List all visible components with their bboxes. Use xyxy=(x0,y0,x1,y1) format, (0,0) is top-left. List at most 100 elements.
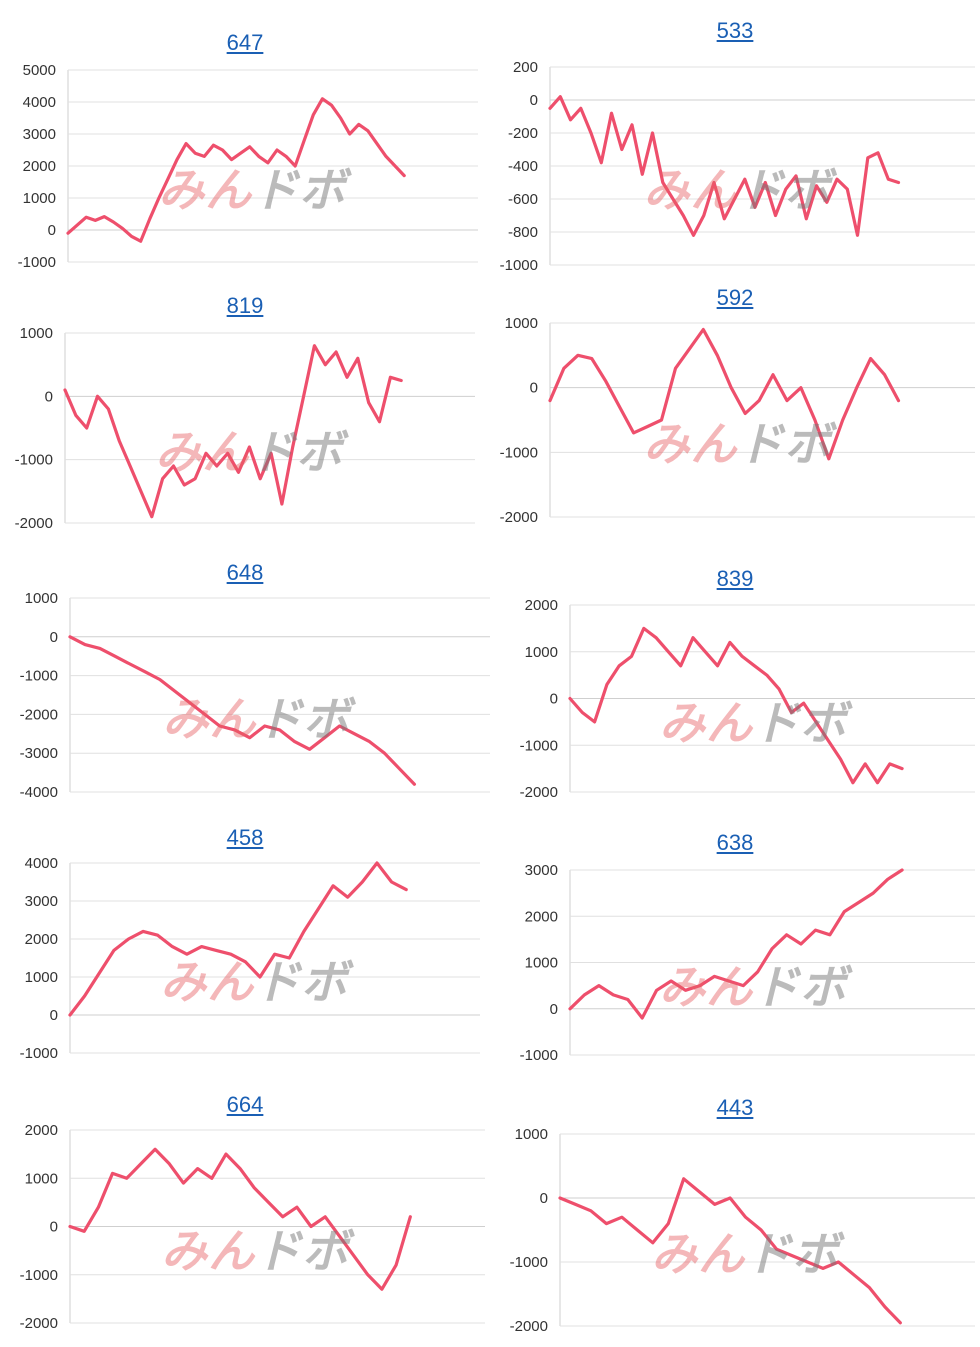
y-tick-label: -800 xyxy=(508,224,538,241)
chart-panel-1: 533 200 0 -200 -400 -600 -800 -1000 みんドボ xyxy=(490,10,980,274)
watermark-part2: ドボ xyxy=(753,696,848,749)
y-tick-label: -2000 xyxy=(520,784,558,801)
y-tick-label: 0 xyxy=(540,1190,548,1207)
watermark-logo: みんドボ xyxy=(659,951,847,1017)
y-tick-label: 0 xyxy=(50,1007,58,1024)
chart-title-link[interactable]: 839 xyxy=(716,566,754,591)
line-chart: 200 0 -200 -400 -600 -800 -1000 xyxy=(500,59,975,274)
watermark-part1: みん xyxy=(160,956,255,1008)
y-tick-label: 3000 xyxy=(23,126,56,143)
watermark-part1: みん xyxy=(155,426,250,478)
y-tick-label: 2000 xyxy=(525,597,558,614)
watermark-logo: みんドボ xyxy=(659,687,847,753)
chart-panel-4: 648 1000 0 -1000 -2000 -3000 -4000 みんドボ xyxy=(0,560,490,810)
chart-panel-5: 839 2000 1000 0 -1000 -2000 みんドボ xyxy=(490,560,980,810)
y-tick-label: -1000 xyxy=(20,1045,58,1062)
watermark-logo: みんドボ xyxy=(644,154,832,220)
y-tick-label: 2000 xyxy=(25,931,58,948)
watermark-part1: みん xyxy=(161,1224,256,1277)
series-line xyxy=(63,344,403,519)
series-line xyxy=(68,635,416,786)
watermark-part1: みん xyxy=(651,1228,746,1280)
y-tick-label: -1000 xyxy=(520,1047,558,1064)
y-tick-label: -4000 xyxy=(20,784,58,801)
y-tick-label: -1000 xyxy=(18,254,56,271)
y-tick-label: -1000 xyxy=(500,257,538,274)
chart-panel-2: 819 1000 0 -1000 -2000 みんドボ xyxy=(0,285,490,535)
y-tick-label: 0 xyxy=(530,92,538,109)
y-tick-label: -200 xyxy=(508,125,538,142)
series-line xyxy=(548,327,901,461)
watermark-part2: ドボ xyxy=(249,426,344,478)
chart-title-link[interactable]: 664 xyxy=(226,1092,264,1117)
y-tick-label: 1000 xyxy=(525,644,558,661)
y-tick-label: 0 xyxy=(48,222,56,239)
y-tick-label: -400 xyxy=(508,158,538,175)
y-tick-label: 0 xyxy=(50,1219,58,1236)
y-tick-label: 1000 xyxy=(23,190,56,207)
line-chart: 1000 0 -1000 -2000 xyxy=(510,1126,975,1335)
watermark-logo: みんドボ xyxy=(644,408,832,474)
watermark-part2: ドボ xyxy=(753,960,848,1013)
watermark-part1: みん xyxy=(162,693,257,745)
y-tick-label: 3000 xyxy=(525,862,558,879)
series-line xyxy=(548,95,901,237)
y-tick-label: 2000 xyxy=(525,908,558,925)
line-chart: 3000 2000 1000 0 -1000 xyxy=(520,862,975,1064)
y-tick-label: -2000 xyxy=(15,515,53,532)
y-tick-label: 2000 xyxy=(25,1122,58,1139)
y-tick-label: -1000 xyxy=(520,737,558,754)
watermark-part1: みん xyxy=(659,696,754,749)
y-tick-label: -3000 xyxy=(20,745,58,762)
series-line xyxy=(558,1177,902,1325)
chart-title-link[interactable]: 647 xyxy=(226,30,264,55)
y-tick-label: 3000 xyxy=(25,893,58,910)
chart-title-link[interactable]: 592 xyxy=(716,285,754,310)
chart-title-link[interactable]: 533 xyxy=(716,18,754,43)
watermark-logo: みんドボ xyxy=(162,683,350,749)
y-tick-label: 0 xyxy=(50,629,58,646)
y-tick-label: 0 xyxy=(550,1001,558,1018)
y-tick-label: 1000 xyxy=(25,969,58,986)
watermark-part2: ドボ xyxy=(737,418,832,470)
chart-panel-8: 664 2000 1000 0 -1000 -2000 みんドボ xyxy=(0,1090,490,1340)
line-chart: 4000 3000 2000 1000 0 -1000 xyxy=(20,855,480,1062)
y-tick-label: -1000 xyxy=(510,1254,548,1271)
chart-title-link[interactable]: 443 xyxy=(716,1095,754,1120)
chart-panel-0: 647 5000 4000 3000 2000 1000 0 -1000 みんドボ xyxy=(0,10,490,271)
y-tick-label: -1000 xyxy=(20,668,58,685)
y-tick-label: -1000 xyxy=(15,452,53,469)
watermark-part2: ドボ xyxy=(737,164,832,216)
y-tick-label: 1000 xyxy=(525,955,558,972)
series-line xyxy=(66,97,406,243)
watermark-logo: みんドボ xyxy=(161,1215,349,1281)
y-tick-label: -2000 xyxy=(510,1318,548,1335)
watermark-part2: ドボ xyxy=(254,956,349,1008)
watermark-logo: みんドボ xyxy=(158,154,346,220)
y-tick-label: -1000 xyxy=(500,444,538,461)
chart-title-link[interactable]: 819 xyxy=(226,293,264,318)
line-chart: 5000 4000 3000 2000 1000 0 -1000 xyxy=(18,62,478,271)
chart-title-link[interactable]: 638 xyxy=(716,830,754,855)
y-tick-label: -2000 xyxy=(20,706,58,723)
chart-title-link[interactable]: 458 xyxy=(226,825,264,850)
y-tick-label: 1000 xyxy=(505,315,538,332)
y-tick-label: 1000 xyxy=(25,1170,58,1187)
watermark-part2: ドボ xyxy=(252,164,347,216)
y-tick-label: 200 xyxy=(513,59,538,76)
line-chart: 2000 1000 0 -1000 -2000 xyxy=(20,1122,485,1332)
watermark-part1: みん xyxy=(643,164,738,216)
chart-title-link[interactable]: 648 xyxy=(226,560,264,585)
y-tick-label: 0 xyxy=(45,388,53,405)
y-tick-label: -600 xyxy=(508,191,538,208)
y-tick-label: 5000 xyxy=(23,62,56,79)
chart-panel-9: 443 1000 0 -1000 -2000 みんドボ xyxy=(490,1095,980,1345)
watermark-part2: ドボ xyxy=(745,1228,840,1280)
watermark-part1: みん xyxy=(643,418,738,470)
y-tick-label: 1000 xyxy=(515,1126,548,1143)
watermark-part1: みん xyxy=(659,960,754,1013)
y-tick-label: -2000 xyxy=(20,1315,58,1332)
y-tick-label: 1000 xyxy=(25,590,58,607)
y-tick-label: 2000 xyxy=(23,158,56,175)
